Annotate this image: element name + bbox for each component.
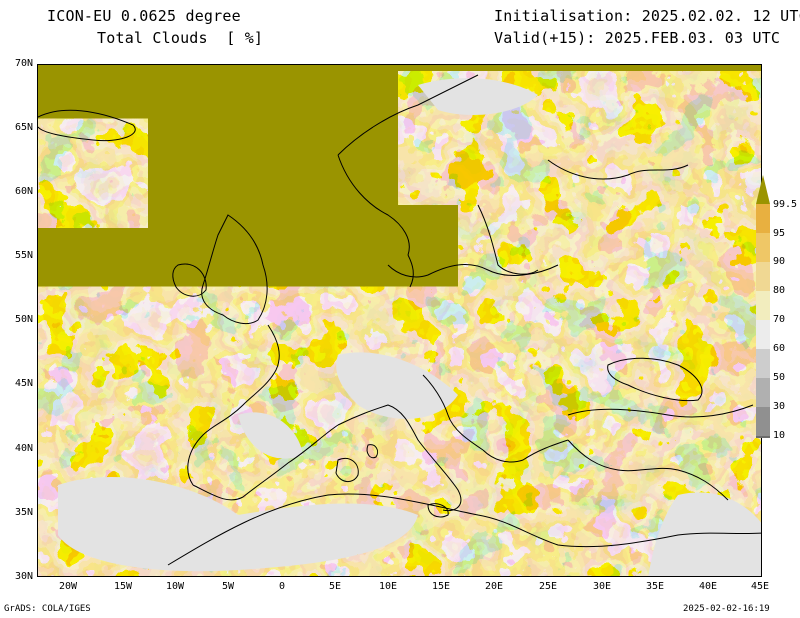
lon-label: 45E: [750, 581, 770, 592]
color-legend: [756, 175, 770, 438]
field-title: Total Clouds [ %]: [97, 29, 264, 47]
lat-label: 55N: [14, 250, 33, 261]
legend-label: 50: [773, 372, 786, 383]
legend-swatch: [756, 378, 770, 407]
lat-label: 50N: [14, 314, 33, 325]
lat-label: 65N: [14, 122, 33, 133]
valid-time: Valid(+15): 2025.FEB.03. 03 UTC: [494, 29, 781, 47]
legend-swatch: [756, 175, 770, 204]
legend-label: 95: [773, 228, 786, 239]
legend-label: 99.5: [773, 199, 798, 210]
lon-label: 20W: [58, 581, 78, 592]
legend-swatch: [756, 349, 770, 378]
lon-label: 20E: [484, 581, 504, 592]
lon-label: 25E: [538, 581, 558, 592]
legend-swatch: [756, 320, 770, 349]
footer-timestamp: 2025-02-02-16:19: [683, 604, 770, 614]
footer-credit: GrADS: COLA/IGES: [4, 604, 91, 614]
legend-swatch: [756, 407, 770, 436]
coastlines: [38, 74, 761, 566]
lat-label: 40N: [14, 443, 33, 454]
init-time: Initialisation: 2025.02.02. 12 UTC: [494, 7, 800, 25]
lat-label: 35N: [14, 507, 33, 518]
legend-swatch: [756, 262, 770, 291]
lat-label: 30N: [14, 571, 33, 582]
lon-label: 30E: [592, 581, 612, 592]
legend-swatch: [756, 436, 770, 438]
legend-swatch: [756, 291, 770, 320]
cloud-map: [37, 64, 762, 577]
legend-label: 90: [773, 256, 786, 267]
lat-label: 45N: [14, 378, 33, 389]
lat-label: 70N: [14, 58, 33, 69]
legend-label: 60: [773, 343, 786, 354]
legend-label: 30: [773, 401, 786, 412]
legend-label: 70: [773, 314, 786, 325]
clear-areas: [58, 78, 761, 576]
lon-label: 5E: [328, 581, 342, 592]
lon-label: 0: [278, 581, 286, 592]
lon-label: 15W: [113, 581, 133, 592]
lon-label: 10E: [378, 581, 398, 592]
lon-label: 15E: [431, 581, 451, 592]
lon-label: 35E: [645, 581, 665, 592]
legend-swatch: [756, 233, 770, 262]
lon-label: 5W: [221, 581, 235, 592]
legend-label: 10: [773, 430, 786, 441]
legend-swatch: [756, 204, 770, 233]
lon-label: 40E: [698, 581, 718, 592]
model-title: ICON-EU 0.0625 degree: [47, 7, 241, 25]
lon-label: 10W: [165, 581, 185, 592]
lat-label: 60N: [14, 186, 33, 197]
legend-label: 80: [773, 285, 786, 296]
